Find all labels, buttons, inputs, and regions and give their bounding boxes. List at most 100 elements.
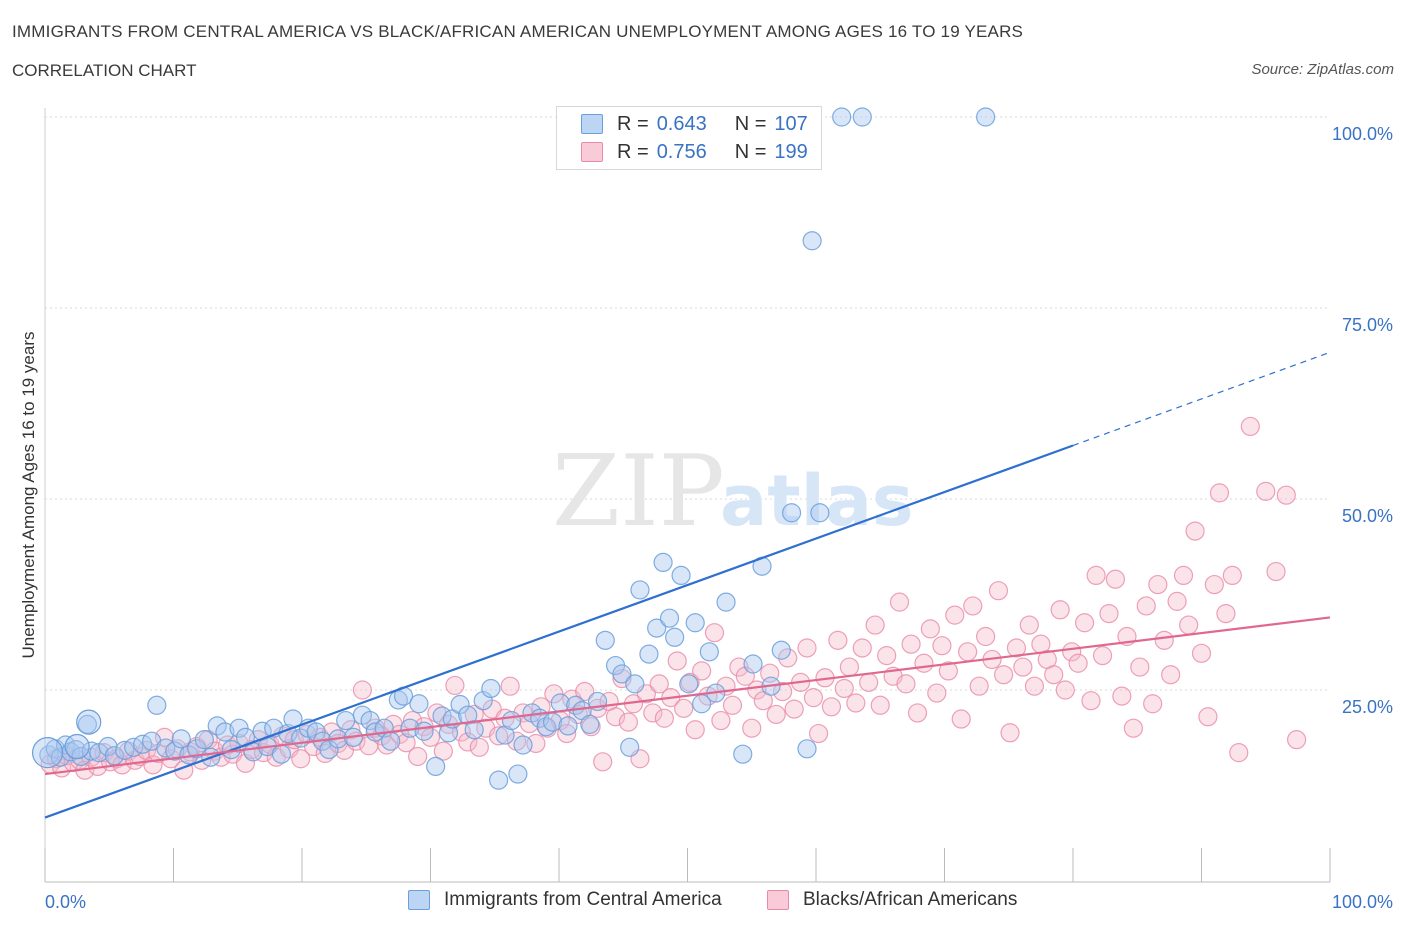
tick-labels: 25.0% 50.0% 75.0% 100.0% 0.0% 100.0%	[45, 124, 1393, 912]
bottom-legend-blue: Immigrants from Central America	[408, 889, 722, 911]
blue-point	[77, 714, 98, 734]
pink-point	[828, 630, 848, 650]
pink-point	[927, 683, 947, 703]
blue-point	[147, 695, 167, 715]
source-credit: Source: ZipAtlas.com	[1251, 61, 1394, 78]
bottom-legend-pink: Blacks/African Americans	[767, 889, 1017, 911]
pink-point	[1229, 743, 1249, 763]
blue-point	[71, 746, 91, 767]
blue-point	[659, 608, 680, 628]
pink-point	[685, 720, 705, 740]
blue-point	[580, 714, 600, 734]
pink-legend-label: Blacks/African Americans	[803, 889, 1018, 910]
pink-point	[994, 665, 1014, 685]
pink-point	[735, 666, 755, 686]
blue-point	[716, 592, 736, 612]
blue-legend-swatch	[408, 890, 430, 910]
pink-point	[1209, 483, 1230, 503]
pink-point	[907, 703, 928, 723]
pink-point	[1148, 574, 1168, 595]
blue-point	[426, 756, 446, 777]
pink-point	[575, 681, 595, 702]
pink-point	[1167, 591, 1187, 611]
blue-point	[473, 691, 493, 711]
pink-point	[1143, 694, 1163, 714]
pink-legend-swatch	[767, 890, 789, 910]
pink-point	[914, 653, 934, 673]
blue-swatch	[581, 114, 603, 134]
pink-point	[834, 678, 854, 699]
blue-point	[639, 644, 659, 664]
pink-point	[1086, 565, 1106, 586]
watermark-zip: ZIP	[552, 435, 725, 549]
pink-point	[742, 718, 762, 738]
pink-point	[291, 749, 311, 769]
legend-row-pink: R = 0.756 N = 199	[581, 140, 808, 164]
blue-point	[976, 107, 996, 127]
blue-point	[489, 770, 509, 790]
pink-point	[1050, 600, 1070, 620]
pink-point	[489, 726, 509, 746]
blue-trend-line	[44, 444, 1074, 819]
pink-point	[692, 661, 712, 681]
pink-point	[654, 708, 674, 728]
pink-point	[1105, 569, 1126, 589]
pink-point	[1081, 691, 1101, 711]
pink-point	[1123, 718, 1143, 738]
y-tick-label: 100.0%	[1332, 124, 1393, 144]
pink-point	[711, 710, 731, 731]
pink-point	[458, 732, 478, 752]
pink-point	[1185, 521, 1205, 541]
pink-point	[1276, 485, 1296, 505]
pink-point	[877, 646, 897, 666]
blue-point	[595, 630, 615, 650]
pink-point	[889, 592, 910, 612]
pink-point	[963, 596, 983, 616]
pink-point	[1055, 680, 1075, 700]
pink-point	[1191, 643, 1212, 663]
r-value: 0.756	[656, 140, 707, 163]
pink-point	[988, 581, 1009, 601]
blue-point	[215, 722, 235, 742]
y-tick-label: 50.0%	[1342, 506, 1393, 526]
blue-point	[271, 744, 292, 764]
blue-point	[513, 735, 533, 755]
pink-point	[808, 723, 829, 744]
pink-point	[865, 615, 885, 635]
pink-point	[464, 704, 484, 725]
blue-point	[381, 731, 401, 751]
blue-point	[802, 231, 822, 251]
y-tick-label: 75.0%	[1342, 315, 1393, 335]
pink-point	[1068, 653, 1088, 673]
blue-point	[653, 552, 673, 573]
blue-point	[671, 565, 691, 586]
blue-point	[165, 741, 185, 761]
pink-point	[605, 707, 626, 727]
blue-point	[781, 503, 802, 523]
pink-point	[772, 681, 793, 702]
pink-point	[674, 698, 694, 718]
blue-point	[665, 627, 685, 647]
watermark: ZIP atlas	[552, 435, 914, 549]
blue-point	[207, 716, 227, 736]
pink-point	[1099, 603, 1119, 624]
blue-point	[388, 690, 408, 710]
pink-point	[593, 752, 613, 772]
blue-point	[625, 674, 645, 694]
pink-swatch	[581, 142, 603, 162]
pink-point	[445, 675, 465, 696]
pink-point	[649, 674, 669, 694]
pink-point	[315, 743, 335, 764]
pink-point	[352, 680, 372, 700]
n-label: N =	[734, 112, 767, 135]
pink-point	[557, 723, 577, 744]
pink-point	[618, 712, 638, 732]
pink-point	[747, 680, 767, 700]
pink-point	[500, 676, 520, 696]
blue-point	[252, 721, 272, 741]
chart-subtitle: CORRELATION CHART	[12, 61, 197, 80]
pink-point	[821, 697, 842, 717]
blue-point	[336, 710, 356, 731]
pink-point	[778, 648, 798, 668]
